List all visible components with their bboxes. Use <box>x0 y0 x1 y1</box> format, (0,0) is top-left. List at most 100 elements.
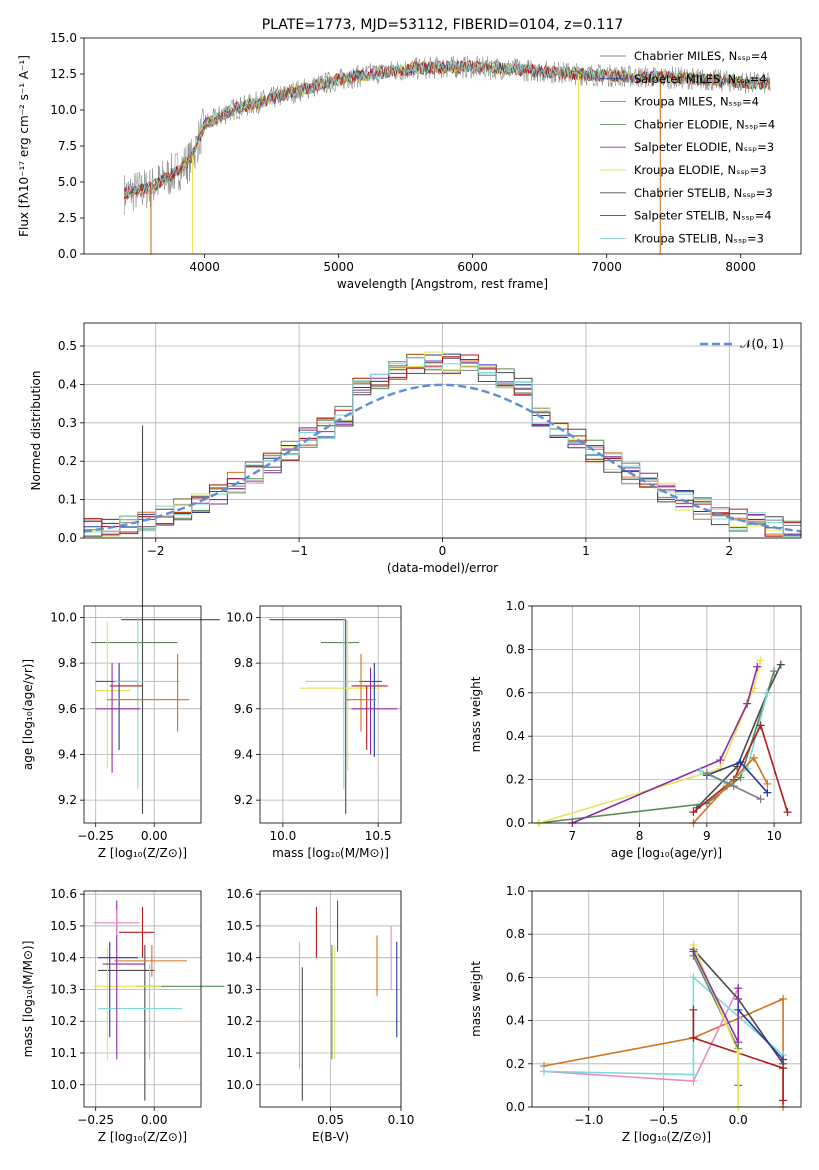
legend-entry: Chabrier STELIB, Nₛₛₚ=3 <box>634 186 773 200</box>
y-tick-label: 10.5 <box>226 919 253 933</box>
y-tick-label: 10.6 <box>226 887 253 901</box>
x-tick-label: 4000 <box>189 260 220 274</box>
y-axis-label: age [log₁₀(age/yr)] <box>21 659 35 770</box>
y-axis-label: mass [log₁₀(M/M⊙)] <box>21 941 35 1058</box>
weight-series-line <box>538 660 762 824</box>
mass-vs-EBV-axes <box>256 891 402 1111</box>
plot-frame <box>83 37 802 255</box>
weight-point-marker <box>779 1055 788 1064</box>
x-tick-label: 0.05 <box>317 1113 344 1127</box>
y-tick-label: 0.2 <box>506 773 525 787</box>
weight-point-marker <box>734 1049 743 1057</box>
weight-point-marker <box>756 721 765 730</box>
x-axis-label: E(B-V) <box>312 1130 349 1144</box>
y-tick-label: 10.1 <box>226 1046 253 1060</box>
x-tick-label: 6000 <box>457 260 488 274</box>
spectrum-data-line <box>123 55 771 216</box>
x-tick-label: 7000 <box>591 260 622 274</box>
legend-entry: Salpeter MILES, Nₛₛₚ=4 <box>634 72 767 86</box>
legend-entry: Kroupa STELIB, Nₛₛₚ=3 <box>634 231 764 245</box>
x-tick-label: 1 <box>582 544 590 558</box>
x-axis-label: Z [log₁₀(Z/Z⊙)] <box>622 1130 711 1144</box>
y-axis-label: Flux [fλ10⁻¹⁷ erg cm⁻² s⁻¹ A⁻¹] <box>17 55 31 237</box>
y-tick-label: 9.6 <box>58 702 77 716</box>
y-tick-label: 0.0 <box>506 1100 525 1114</box>
weight-series-line <box>696 664 782 809</box>
weight-point-marker <box>702 769 711 778</box>
weight-series-line <box>572 666 759 824</box>
weight-point-marker <box>756 795 765 804</box>
plot-frame <box>83 322 802 539</box>
y-tick-label: 0.1 <box>58 493 77 507</box>
weight-point-marker <box>734 984 743 993</box>
x-tick-label: 5000 <box>323 260 354 274</box>
x-tick-label: 0.00 <box>141 1113 168 1127</box>
y-tick-label: 10.6 <box>50 887 77 901</box>
weight-series-line <box>538 670 775 824</box>
weight-point-marker <box>736 758 745 767</box>
weight-point-marker <box>734 1038 743 1047</box>
y-tick-label: 0.6 <box>506 970 525 984</box>
weight-point-marker <box>689 808 698 817</box>
y-tick-label: 10.2 <box>226 1014 253 1028</box>
x-axis-label: Z [log₁₀(Z/Z⊙)] <box>98 846 187 860</box>
y-tick-label: 9.2 <box>234 793 253 807</box>
weight-point-marker <box>689 1033 698 1042</box>
weight-point-marker <box>779 995 788 1003</box>
spectrum-axes <box>80 37 742 258</box>
weight-point-marker <box>743 699 752 708</box>
y-axis-label: mass weight <box>469 676 483 752</box>
y-tick-label: 10.4 <box>226 951 253 965</box>
y-tick-label: 0.5 <box>58 339 77 353</box>
residuals-axes <box>80 323 801 542</box>
y-tick-label: 15.0 <box>50 31 77 45</box>
spectrum-model-line <box>123 60 770 200</box>
x-tick-label: 10.0 <box>270 829 297 843</box>
x-tick-label: −0.5 <box>649 1113 678 1127</box>
legend-entry: Chabrier MILES, Nₛₛₚ=4 <box>634 49 768 63</box>
plot-frame <box>83 605 202 824</box>
x-tick-label: 0 <box>439 544 447 558</box>
weight-point-marker <box>734 1005 743 1014</box>
plot-frame <box>531 605 802 824</box>
y-tick-label: 0.2 <box>58 454 77 468</box>
y-tick-label: 10.0 <box>50 103 77 117</box>
y-axis-label: Normed distribution <box>29 371 43 491</box>
plot-frame <box>259 605 402 824</box>
y-tick-label: 10.5 <box>50 919 77 933</box>
y-tick-label: 10.1 <box>50 1046 77 1060</box>
y-tick-label: 2.5 <box>58 211 77 225</box>
x-tick-label: 0.10 <box>388 1113 415 1127</box>
y-tick-label: 10.0 <box>50 1078 77 1092</box>
weight-series-line <box>692 723 789 813</box>
weight-point-marker <box>689 973 698 982</box>
x-axis-label: mass [log₁₀(M/M⊙)] <box>272 846 389 860</box>
y-tick-label: 0.2 <box>506 1057 525 1071</box>
histogram-step <box>84 357 801 537</box>
weight-series-line <box>692 756 769 824</box>
y-tick-label: 0.4 <box>58 377 77 391</box>
y-tick-label: 5.0 <box>58 175 77 189</box>
legend-entry: Kroupa MILES, Nₛₛₚ=4 <box>634 95 759 109</box>
y-tick-label: 9.8 <box>234 656 253 670</box>
x-tick-label: 10 <box>766 829 781 843</box>
weight-point-marker <box>696 766 705 775</box>
weight-point-marker <box>716 756 725 765</box>
x-tick-label: 10.5 <box>365 829 392 843</box>
x-tick-label: −0.25 <box>77 1113 114 1127</box>
y-tick-label: 10.3 <box>50 982 77 996</box>
weight-point-marker <box>763 788 772 797</box>
y-tick-label: 12.5 <box>50 67 77 81</box>
y-tick-label: 0.0 <box>58 531 77 545</box>
x-tick-label: 0.0 <box>729 1113 748 1127</box>
x-axis-label: (data-model)/error <box>387 561 498 575</box>
weight-point-marker <box>770 667 779 676</box>
weight-point-marker <box>763 779 772 788</box>
y-tick-label: 0.6 <box>506 686 525 700</box>
weight-point-marker <box>779 1096 788 1105</box>
y-tick-label: 0.8 <box>506 927 525 941</box>
legend-entry: Salpeter STELIB, Nₛₛₚ=4 <box>634 209 772 223</box>
y-tick-label: 0.0 <box>58 247 77 261</box>
y-tick-label: 10.0 <box>50 610 77 624</box>
